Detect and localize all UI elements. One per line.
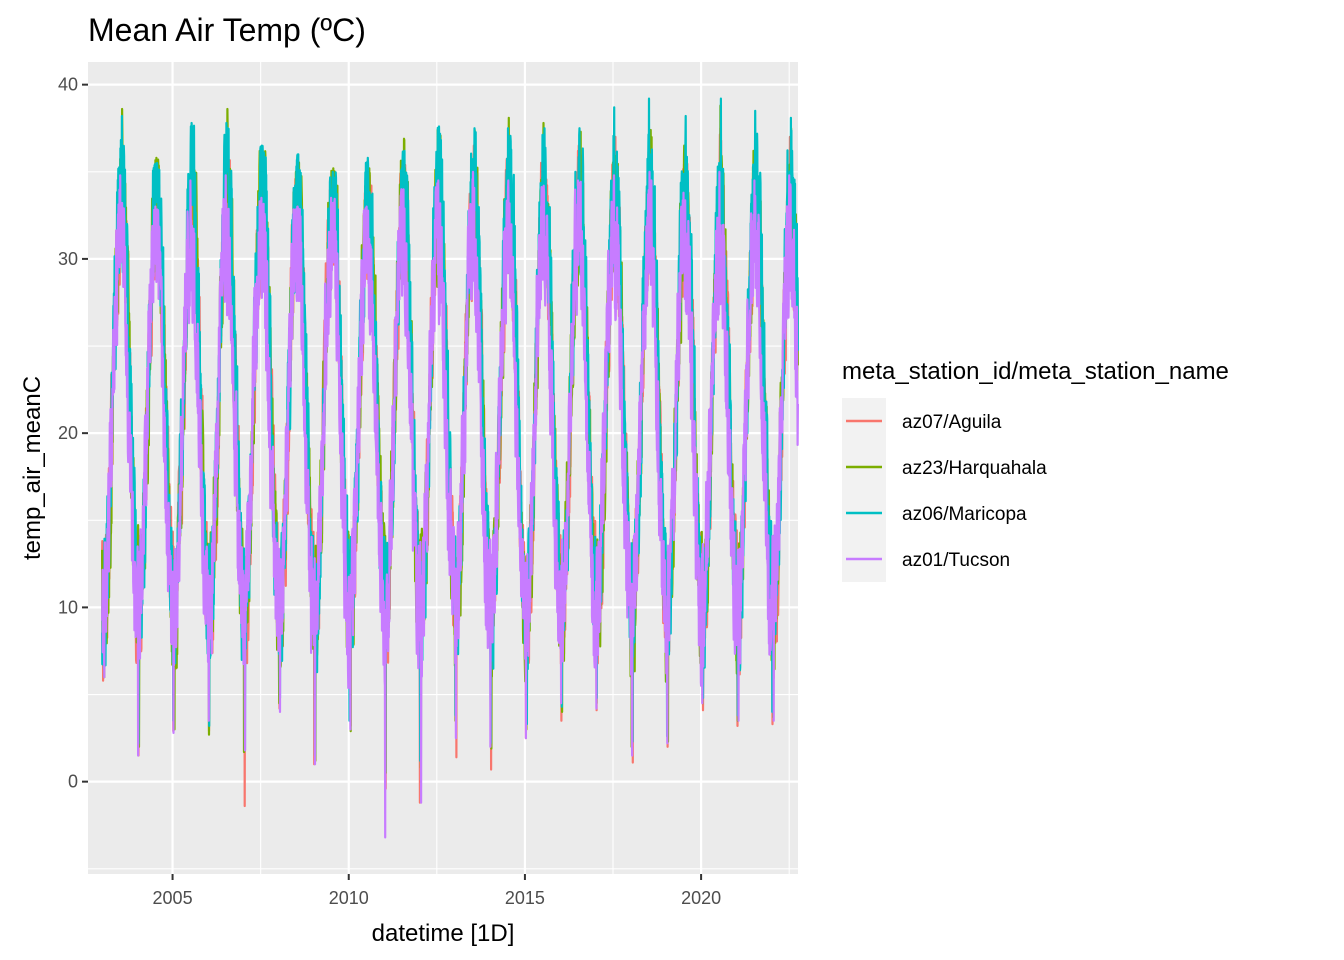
tick-labels: 2005 2010 2015 2020 0 10 20 30 40 (58, 75, 721, 908)
series-line-az01-tucson (101, 170, 799, 839)
legend-label: az23/Harquahala (902, 458, 1047, 479)
legend-label: az07/Aguila (902, 412, 1002, 433)
x-axis-title: datetime [1D] (372, 920, 515, 947)
series-layer (101, 97, 799, 839)
legend-label: az01/Tucson (902, 550, 1010, 571)
x-tick-label: 2005 (153, 888, 193, 908)
y-tick-label: 10 (58, 597, 78, 617)
y-axis-title: temp_air_meanC (19, 376, 46, 560)
legend-label: az06/Maricopa (902, 504, 1027, 525)
y-tick-label: 30 (58, 249, 78, 269)
chart-title: Mean Air Temp (ºC) (88, 12, 366, 48)
major-gridlines (88, 62, 798, 874)
legend: meta_station_id/meta_station_name az07/A… (842, 358, 1229, 582)
y-tick-label: 0 (68, 772, 78, 792)
legend-title: meta_station_id/meta_station_name (842, 358, 1229, 385)
axis-ticks (82, 83, 703, 880)
x-tick-label: 2020 (681, 888, 721, 908)
y-tick-label: 40 (58, 75, 78, 95)
y-tick-label: 20 (58, 423, 78, 443)
x-tick-label: 2010 (329, 888, 369, 908)
legend-items: az07/Aguila az23/Harquahala az06/Maricopa a… (842, 398, 1047, 582)
x-tick-label: 2015 (505, 888, 545, 908)
